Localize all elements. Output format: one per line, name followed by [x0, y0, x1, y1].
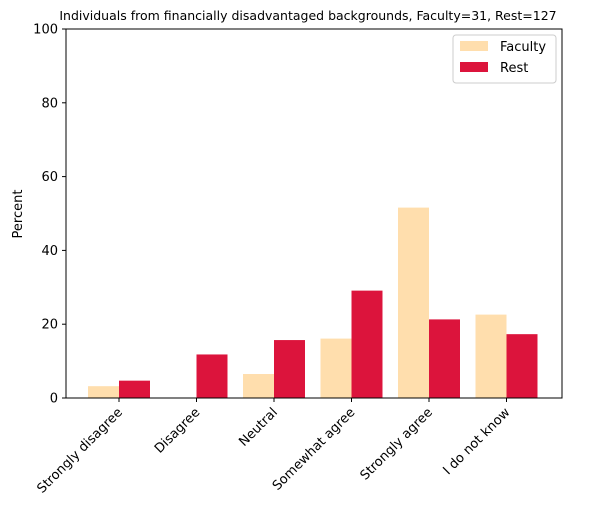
y-tick-label: 80 [41, 96, 58, 111]
bar-rest-0 [119, 381, 150, 398]
bar-rest-1 [197, 354, 228, 398]
y-tick-label: 60 [41, 170, 58, 185]
bar-faculty-3 [321, 339, 352, 398]
y-tick-label: 0 [50, 392, 58, 407]
bar-rest-2 [274, 340, 305, 398]
x-axis-ticks: Strongly disagree Disagree NeutralSomewhat… [34, 398, 513, 497]
y-axis-ticks: 0 20 40 60 80 100 [33, 23, 66, 407]
x-tick-label: Disagree [152, 405, 203, 456]
x-tick-label: Strongly disagree [34, 405, 125, 496]
bar-rest-4 [429, 319, 460, 398]
bar-rest-5 [507, 334, 538, 398]
y-tick-label: 100 [33, 23, 58, 38]
x-tick-label: Strongly agree [358, 405, 436, 483]
bars-group [88, 208, 538, 398]
x-tick-label: I do not know [440, 405, 513, 478]
legend-swatch-rest [460, 62, 488, 72]
chart-title: Individuals from financially disadvantag… [59, 8, 556, 23]
x-tick-label: Neutral [236, 405, 281, 450]
y-tick-label: 20 [41, 318, 58, 333]
y-tick-label: 40 [41, 244, 58, 259]
legend-swatch-faculty [460, 41, 488, 51]
bar-faculty-4 [398, 208, 429, 398]
bar-faculty-2 [243, 374, 274, 398]
legend: Faculty Rest [453, 35, 556, 83]
x-tick-label: Somewhat agree [270, 405, 359, 494]
bar-rest-3 [352, 291, 383, 398]
legend-label-rest: Rest [500, 61, 528, 76]
bar-faculty-5 [476, 315, 507, 398]
bar-faculty-0 [88, 386, 119, 398]
legend-label-faculty: Faculty [500, 40, 546, 55]
y-axis-label: Percent [11, 190, 26, 239]
